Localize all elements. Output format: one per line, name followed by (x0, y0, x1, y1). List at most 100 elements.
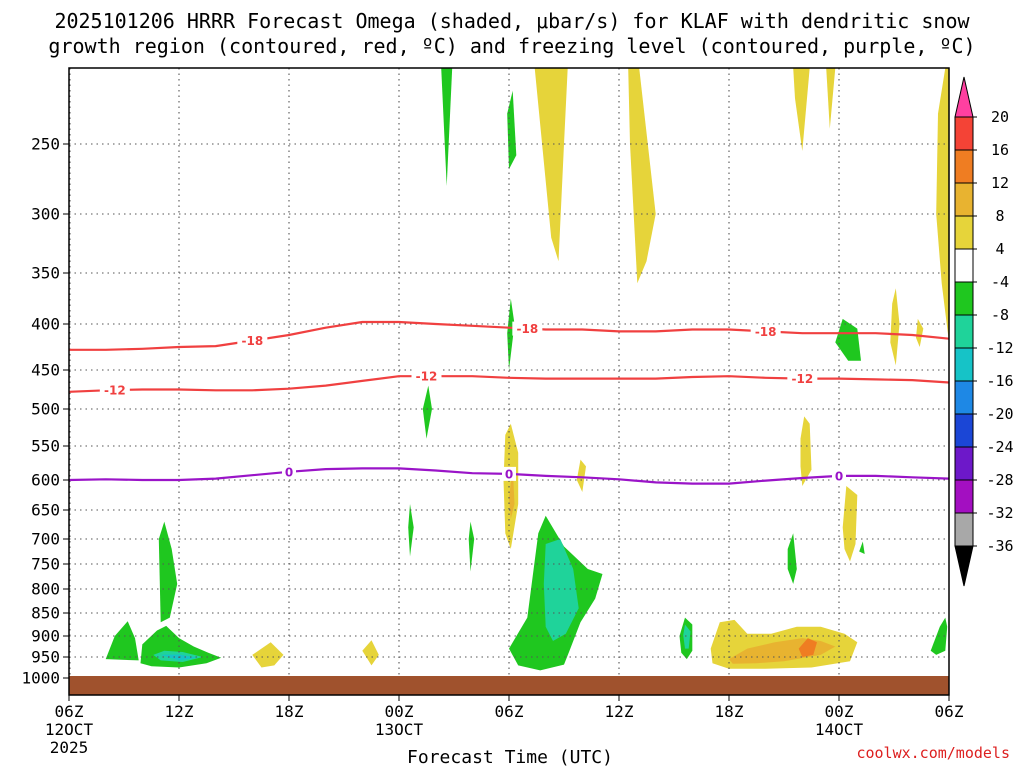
colorbar-label-7: -12 (986, 339, 1013, 357)
y-tick-label-650: 650 (31, 501, 60, 520)
omega-area-yellow-0 (252, 642, 284, 668)
y-tick-label-800: 800 (31, 580, 60, 599)
omega-area-green-13 (835, 318, 861, 361)
colorbar-label-2: 12 (991, 174, 1009, 192)
omega-area-orange-0 (798, 638, 817, 657)
colorbar-segment-5 (954, 248, 974, 283)
contour-label-0-1: -18 (516, 322, 538, 336)
omega-area-yellow-12 (826, 68, 836, 129)
omega-area-green-4 (507, 90, 517, 170)
contour-label-bg-2-1 (502, 466, 516, 481)
colorbar-label-10: -24 (986, 438, 1013, 456)
temperature-contours: -18 -18 -18 -12 -12 -12 0 0 0 (68, 320, 950, 485)
colorbar-segment-1 (954, 116, 974, 151)
contour-label-bg-0-0 (237, 333, 268, 348)
omega-area-yellow-1 (362, 640, 379, 666)
y-tick-label-450: 450 (31, 361, 60, 380)
omega-area-yellow-8 (800, 416, 812, 486)
colorbar-label-3: 8 (995, 207, 1004, 225)
colorbar-label-0: 20 (991, 108, 1009, 126)
y-tick-label-700: 700 (31, 530, 60, 549)
contour-label-0-0: -18 (241, 334, 263, 348)
x-tick-label-2: 18Z (275, 702, 304, 721)
x-tick-label-4: 06Z (495, 702, 524, 721)
omega-area-yellow-11 (793, 68, 810, 151)
omega-area-green-8 (468, 521, 475, 572)
x-tick-year-0: 2025 (50, 738, 89, 757)
colorbar-label-4: 4 (995, 240, 1004, 258)
grid-lines (69, 68, 949, 695)
contour-label-1-1: -12 (416, 370, 438, 384)
y-tick-label-300: 300 (31, 205, 60, 224)
x-tick-date-7: 14OCT (815, 720, 864, 739)
colorbar-segment-11 (954, 446, 974, 481)
colorbar-label-11: -28 (986, 471, 1013, 489)
ground-layer (69, 676, 949, 695)
contour-line-0 (69, 320, 950, 351)
y-tick-label-500: 500 (31, 400, 60, 419)
omega-area-yellow-13 (890, 288, 900, 366)
x-tick-label-5: 12Z (605, 702, 634, 721)
y-tick-label-850: 850 (31, 604, 60, 623)
colorbar-bottom-triangle (954, 545, 974, 587)
colorbar-label-1: 16 (991, 141, 1009, 159)
colorbar-segment-12 (954, 479, 974, 514)
omega-area-teal-2 (683, 624, 691, 649)
omega-shading (105, 68, 949, 671)
colorbar-segment-6 (954, 281, 974, 316)
contour-label-bg-1-2 (787, 371, 818, 386)
y-tick-label-900: 900 (31, 627, 60, 646)
colorbar-segment-3 (954, 182, 974, 217)
y-tick-label-550: 550 (31, 437, 60, 456)
x-tick-label-0: 06Z (55, 702, 84, 721)
x-tick-date-3: 13OCT (375, 720, 424, 739)
y-tick-label-250: 250 (31, 135, 60, 154)
omega-area-green-3 (441, 68, 453, 186)
contour-label-bg-0-1 (512, 321, 543, 336)
colorbar-label-9: -20 (986, 405, 1013, 423)
omega-area-green-6 (422, 385, 432, 439)
omega-area-yellow-3 (534, 68, 568, 262)
contour-label-bg-0-2 (750, 324, 781, 339)
chart-title-line-1: 2025101206 HRRR Forecast Omega (shaded, … (54, 9, 970, 33)
omega-area-green-0 (105, 621, 139, 661)
omega-area-green-12 (859, 541, 865, 554)
colorbar: 20 16 12 8 4 -4 -8 -12 -16 -20 -24 -28 -32 -36 (954, 76, 1014, 587)
omega-area-green-2 (158, 521, 178, 623)
colorbar-label-6: -8 (991, 306, 1009, 324)
colorbar-segment-7 (954, 314, 974, 349)
contour-label-bg-2-0 (282, 464, 296, 479)
omega-area-green-7 (408, 504, 414, 557)
colorbar-label-5: -4 (991, 273, 1009, 291)
contour-label-0-2: -18 (755, 325, 777, 339)
x-tick-label-7: 00Z (825, 702, 854, 721)
contour-label-2-1: 0 (505, 467, 513, 481)
colorbar-label-12: -32 (986, 504, 1013, 522)
y-tick-label-350: 350 (31, 264, 60, 283)
x-tick-label-3: 00Z (385, 702, 414, 721)
chart-title-line-2: growth region (contoured, red, ºC) and f… (48, 34, 975, 58)
contour-label-1-0: -12 (104, 384, 126, 398)
contour-label-bg-1-0 (99, 383, 130, 398)
x-tick-label-1: 12Z (165, 702, 194, 721)
omega-area-yellow-6 (576, 459, 586, 492)
colorbar-label-8: -16 (986, 372, 1013, 390)
omega-area-green-11 (787, 533, 797, 584)
omega-area-yellow-15 (936, 68, 949, 343)
contour-label-bg-1-1 (411, 369, 442, 384)
colorbar-top-triangle (954, 76, 974, 118)
colorbar-segment-2 (954, 149, 974, 184)
credit-text[interactable]: coolwx.com/models (856, 744, 1010, 762)
x-tick-date-0: 12OCT (45, 720, 94, 739)
y-axis: 250 300 350 400 450 500 550 600 650 700 750 800 850 9… (21, 135, 69, 688)
x-tick-label-8: 06Z (935, 702, 964, 721)
y-tick-label-400: 400 (31, 315, 60, 334)
omega-area-yellow-9 (842, 486, 858, 562)
colorbar-segment-4 (954, 215, 974, 250)
x-tick-label-6: 18Z (715, 702, 744, 721)
colorbar-segment-10 (954, 413, 974, 448)
colorbar-segment-8 (954, 347, 974, 382)
colorbar-label-13: -36 (986, 537, 1013, 555)
